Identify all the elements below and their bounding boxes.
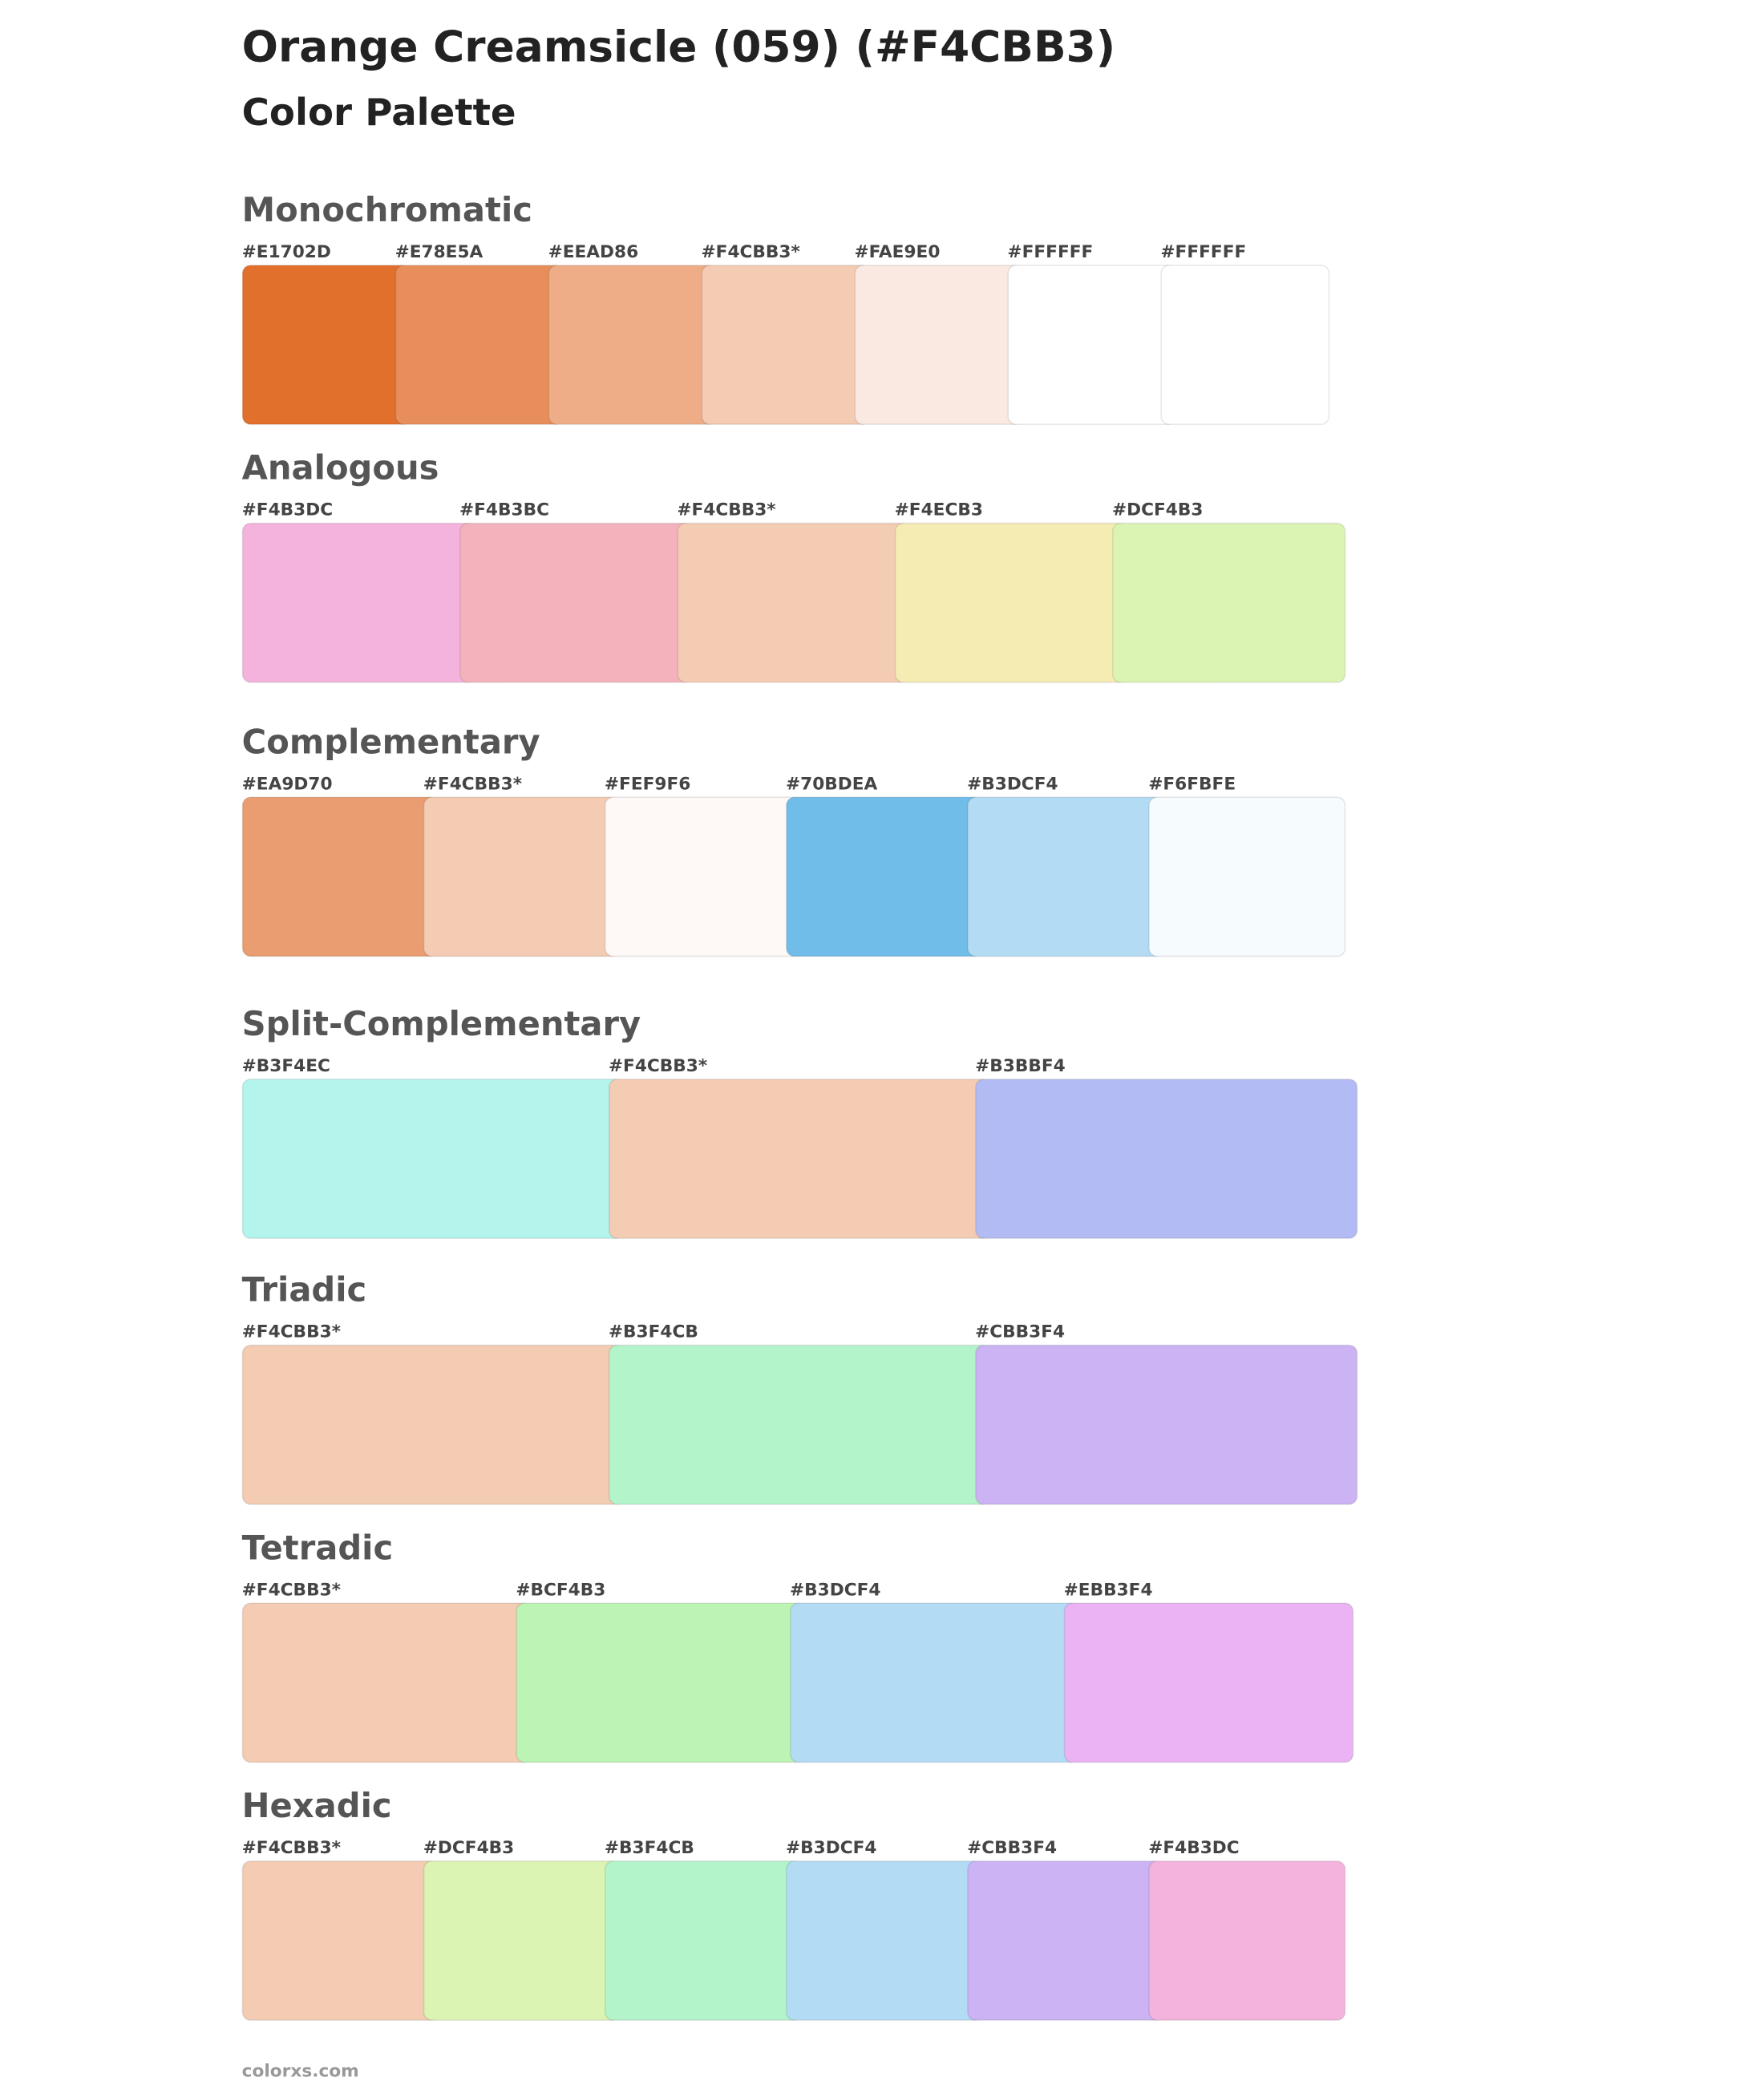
section-heading: Triadic — [242, 1270, 367, 1310]
swatch-label: #E1702D — [242, 242, 331, 262]
swatch — [241, 1602, 532, 1763]
swatch — [394, 265, 564, 425]
swatch-label: #B3DCF4 — [786, 1838, 876, 1858]
swatch-label: #FAE9E0 — [854, 242, 940, 262]
swatch-label: #B3F4CB — [609, 1322, 698, 1342]
swatch-label: #FFFFFF — [1160, 242, 1246, 262]
swatch — [604, 796, 803, 957]
swatch-label: #B3BBF4 — [975, 1056, 1066, 1076]
swatch-label: #FEF9F6 — [605, 774, 690, 794]
swatch-label: #F4CBB3* — [702, 242, 800, 262]
swatch — [894, 522, 1129, 683]
swatch — [786, 796, 984, 957]
swatch — [790, 1602, 1080, 1763]
swatch — [975, 1344, 1358, 1505]
swatch-label: #CBB3F4 — [975, 1322, 1065, 1342]
section-heading: Analogous — [242, 448, 439, 488]
swatch-label: #B3DCF4 — [790, 1580, 880, 1600]
swatch-label: #F4CBB3* — [242, 1580, 341, 1600]
subtitle: Color Palette — [242, 91, 516, 135]
swatch-label: #F4CBB3* — [242, 1838, 341, 1858]
section-heading: Complementary — [242, 722, 540, 761]
swatch — [786, 1860, 984, 2021]
swatch — [1063, 1602, 1354, 1763]
swatch — [241, 796, 439, 957]
swatch — [1160, 265, 1330, 425]
swatch-label: #F4ECB3 — [895, 500, 983, 520]
swatch-label: #F4B3DC — [242, 500, 333, 520]
swatch-label: #E78E5A — [395, 242, 483, 262]
swatch — [548, 265, 718, 425]
swatch — [608, 1079, 992, 1239]
swatch — [516, 1602, 807, 1763]
swatch-label: #CBB3F4 — [967, 1838, 1057, 1858]
swatch-label: #B3F4CB — [605, 1838, 694, 1858]
swatch — [1007, 265, 1177, 425]
swatch — [854, 265, 1024, 425]
swatch — [423, 796, 621, 957]
section-heading: Monochromatic — [242, 190, 532, 229]
swatch — [1112, 522, 1346, 683]
swatch — [608, 1344, 992, 1505]
swatch-label: #EEAD86 — [548, 242, 639, 262]
swatch — [241, 265, 411, 425]
swatch-label: #EA9D70 — [242, 774, 333, 794]
swatch-label: #B3F4EC — [242, 1056, 330, 1076]
swatch-label: #F4CBB3* — [609, 1056, 707, 1076]
swatch — [241, 1344, 625, 1505]
swatch-label: #70BDEA — [786, 774, 878, 794]
swatch — [701, 265, 871, 425]
swatch-label: #DCF4B3 — [423, 1838, 514, 1858]
swatch-label: #BCF4B3 — [516, 1580, 605, 1600]
swatch — [241, 1860, 439, 2021]
title: Orange Creamsicle (059) (#F4CBB3) — [242, 21, 1115, 71]
swatch-label: #F4CBB3* — [677, 500, 775, 520]
swatch — [459, 522, 694, 683]
swatch — [1148, 1860, 1346, 2021]
swatch — [241, 522, 476, 683]
swatch-label: #F4B3DC — [1148, 1838, 1239, 1858]
swatch — [423, 1860, 621, 2021]
swatch — [604, 1860, 803, 2021]
swatch — [975, 1079, 1358, 1239]
swatch — [967, 796, 1165, 957]
swatch-label: #F4B3BC — [459, 500, 549, 520]
section-heading: Tetradic — [242, 1528, 394, 1567]
swatch-label: #B3DCF4 — [967, 774, 1058, 794]
swatch — [967, 1860, 1165, 2021]
swatch — [677, 522, 911, 683]
swatch — [1148, 796, 1346, 957]
section-heading: Hexadic — [242, 1786, 392, 1825]
section-heading: Split-Complementary — [242, 1004, 641, 1043]
swatch — [241, 1079, 625, 1239]
swatch-label: #F4CBB3* — [423, 774, 522, 794]
swatch-label: #DCF4B3 — [1112, 500, 1203, 520]
swatch-label: #F6FBFE — [1148, 774, 1236, 794]
swatch-label: #F4CBB3* — [242, 1322, 341, 1342]
footer: colorxs.com — [242, 2061, 359, 2081]
swatch-label: #EBB3F4 — [1064, 1580, 1153, 1600]
swatch-label: #FFFFFF — [1007, 242, 1093, 262]
